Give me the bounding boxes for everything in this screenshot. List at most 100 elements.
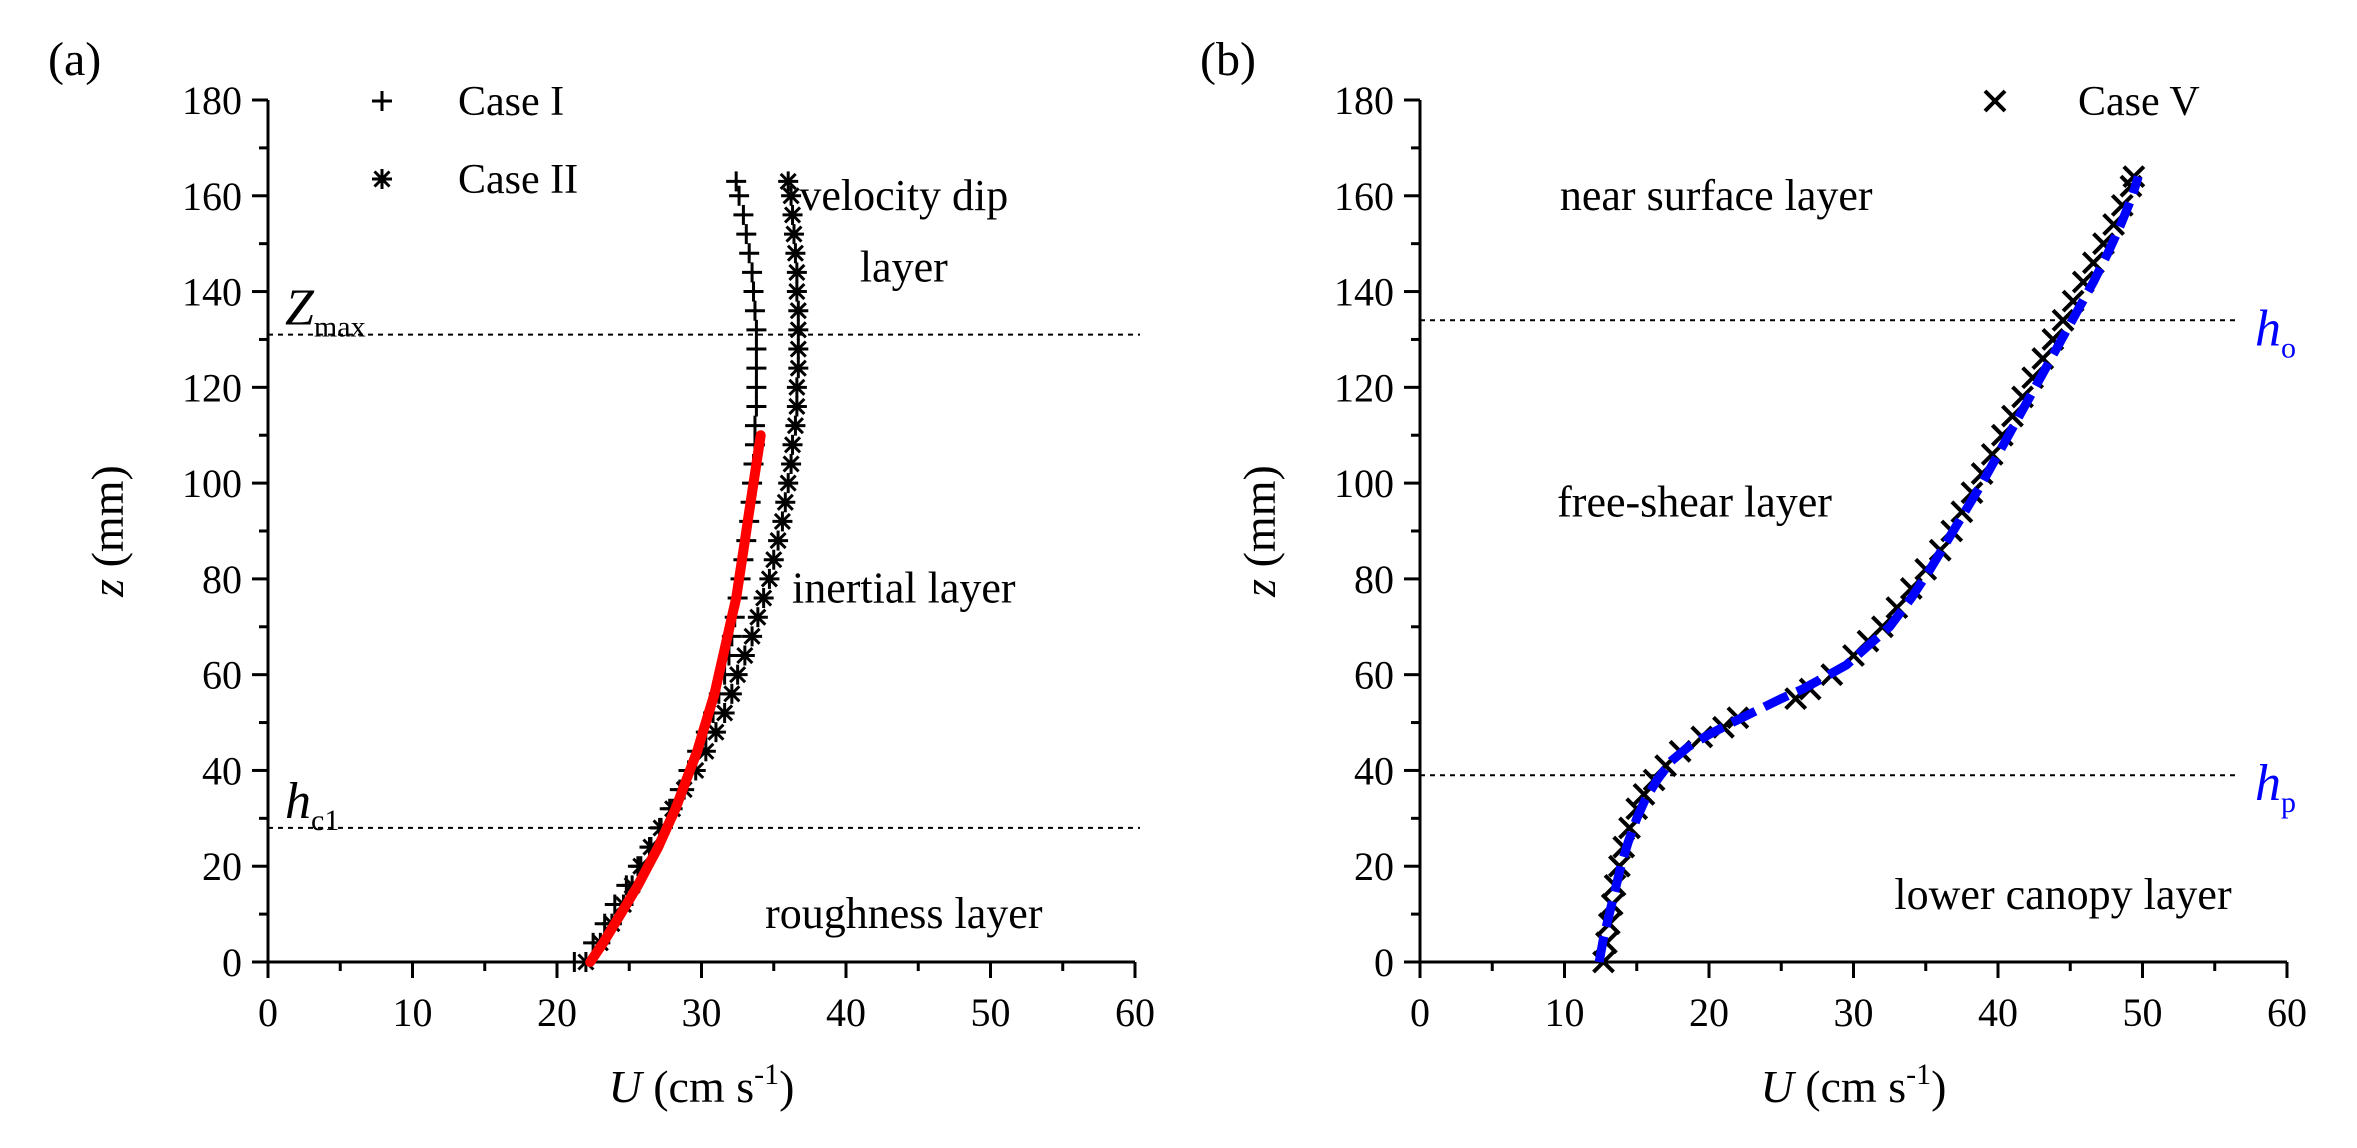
y-tick-label: 40: [1354, 748, 1394, 793]
x-tick-label: 10: [1545, 990, 1585, 1035]
x-tick-label: 50: [971, 990, 1011, 1035]
x-axis-title: U (cm s-1): [609, 1058, 795, 1112]
y-tick-label: 160: [182, 174, 242, 219]
region-label-inertial-layer: inertial layer: [792, 563, 1016, 612]
legend-marker-case-i: [372, 91, 392, 111]
panel-b: (b) 0 10 20 30 40 50 60 0 20 40 60 80 100 120 140 160 180…: [1200, 33, 2307, 1112]
y-axis-title: z (mm): [1234, 465, 1285, 598]
data-point-case-ii: [727, 664, 748, 685]
data-point-case-ii: [782, 434, 803, 455]
data-point-case-ii: [775, 492, 796, 513]
data-point-case-i: [744, 300, 765, 321]
data-point-case-ii: [786, 281, 807, 302]
data-point-case-i: [743, 281, 764, 302]
data-point-case-ii: [772, 511, 793, 532]
reference-label-sub: o: [2281, 331, 2296, 364]
y-tick-label: 120: [1334, 365, 1394, 410]
region-label-free-shear-layer: free-shear layer: [1557, 477, 1832, 526]
y-tick-label: 180: [182, 78, 242, 123]
y-axis-var: z: [1234, 579, 1285, 598]
legend-label-case-v: Case V: [2078, 79, 2200, 125]
data-point-case-ii: [778, 473, 799, 494]
panel-label: (a): [48, 33, 101, 86]
data-point-case-ii: [778, 171, 799, 192]
x-tick-label: 40: [1978, 990, 2018, 1035]
data-point-case-i: [746, 358, 767, 379]
data-point-case-ii: [747, 607, 768, 628]
x-axis-close: ): [1931, 1061, 1946, 1112]
data-point-case-i: [733, 204, 754, 225]
data-point-case-ii: [734, 645, 755, 666]
data-point-case-ii: [705, 722, 726, 743]
x-axis-units: (cm s: [642, 1061, 754, 1112]
data-point-case-ii: [742, 626, 763, 647]
series-case-ii: [575, 171, 809, 972]
x-axis-exponent: -1: [754, 1058, 779, 1091]
region-label-layer: layer: [860, 243, 948, 292]
data-point-case-i: [739, 243, 760, 264]
reference-label-ho: ho: [2255, 300, 2296, 364]
y-tick-label: 60: [202, 653, 242, 698]
reference-label-sub: max: [314, 311, 366, 344]
y-tick-label: 0: [222, 940, 242, 985]
x-tick-label: 20: [537, 990, 577, 1035]
reference-label-sub: p: [2281, 786, 2296, 819]
x-axis-title: U (cm s-1): [1761, 1058, 1947, 1112]
data-point-case-ii: [788, 339, 809, 360]
x-axis-exponent: -1: [1906, 1058, 1931, 1091]
reference-label-main: h: [2255, 755, 2281, 812]
x-axis-var: U: [1761, 1061, 1797, 1112]
legend: Case I Case II: [372, 79, 578, 203]
x-tick-label: 10: [393, 990, 433, 1035]
y-tick-label: 80: [1354, 557, 1394, 602]
data-point-case-ii: [783, 224, 804, 245]
legend-marker-case-v: [1983, 89, 2007, 113]
data-point-case-i: [744, 415, 765, 436]
reference-label-main: Z: [285, 280, 315, 337]
fit-line-fit: [1594, 175, 2143, 963]
data-point-case-ii: [721, 683, 742, 704]
fit-line-fit: [585, 430, 766, 967]
x-axis-var: U: [609, 1061, 645, 1112]
y-tick-label: 160: [1334, 174, 1394, 219]
legend-label-case-ii: Case II: [458, 157, 578, 203]
x-tick-label: 0: [258, 990, 278, 1035]
panel-label: (b): [1200, 33, 1256, 86]
panel-a: (a) 0 10 20 30 40 50 60 0 20 40 60 80 100 120 140 160 180…: [48, 33, 1155, 1112]
y-tick-label: 20: [202, 844, 242, 889]
region-label-roughness-layer: roughness layer: [765, 889, 1043, 938]
legend-marker-case-ii: [372, 169, 392, 189]
region-label-near-surface-layer: near surface layer: [1560, 171, 1873, 220]
y-tick-label: 60: [1354, 653, 1394, 698]
data-point-case-ii: [753, 588, 774, 609]
legend: Case V: [1983, 79, 2200, 125]
x-axis-units: (cm s: [1794, 1061, 1906, 1112]
data-point-case-ii: [786, 396, 807, 417]
data-point-case-ii: [781, 453, 802, 474]
y-tick-label: 100: [182, 461, 242, 506]
legend-label-case-i: Case I: [458, 79, 564, 125]
reference-label-hc1: hc1: [285, 773, 339, 837]
data-point-case-i: [726, 171, 747, 192]
y-tick-label: 140: [1334, 270, 1394, 315]
reference-label-sub: c1: [311, 804, 339, 837]
data-point-case-v: [2051, 308, 2075, 332]
region-label-lower-canopy-layer: lower canopy layer: [1894, 870, 2232, 919]
data-point-case-ii: [788, 300, 809, 321]
data-point-case-i: [736, 224, 757, 245]
data-point-case-ii: [759, 568, 780, 589]
y-axis-units: (mm): [1234, 465, 1285, 579]
reference-label-main: h: [285, 773, 311, 830]
x-tick-label: 30: [682, 990, 722, 1035]
data-point-case-ii: [785, 243, 806, 264]
data-point-case-ii: [781, 185, 802, 206]
y-tick-label: 20: [1354, 844, 1394, 889]
data-point-case-ii: [786, 377, 807, 398]
data-point-case-ii: [763, 549, 784, 570]
region-label-velocity-dip: velocity dip: [799, 171, 1008, 220]
data-point-case-i: [746, 319, 767, 340]
y-axis-units: (mm): [82, 465, 133, 579]
data-point-case-ii: [786, 262, 807, 283]
data-point-case-i: [746, 339, 767, 360]
